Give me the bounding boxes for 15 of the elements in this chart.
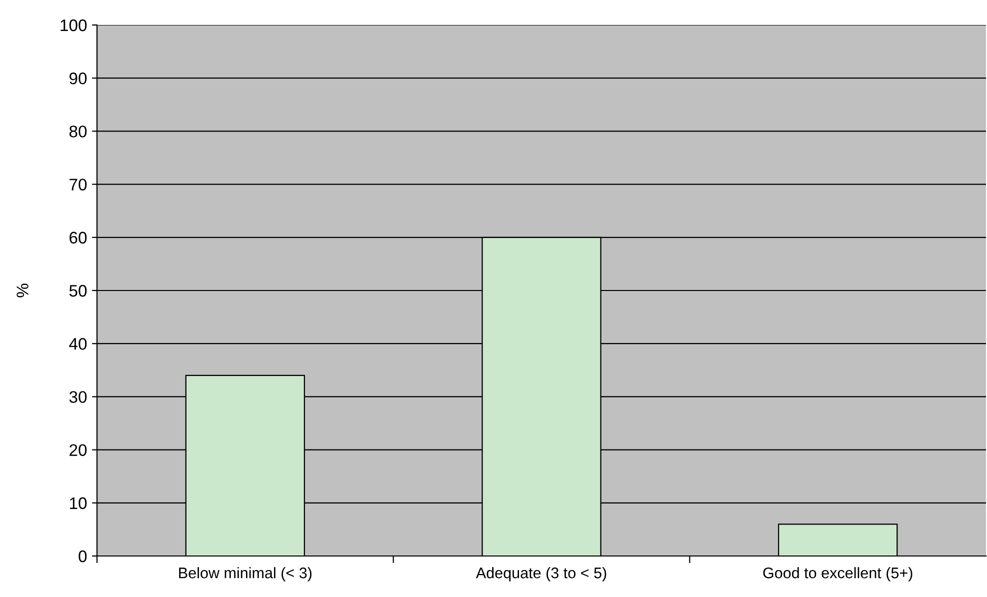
y-tick-label: 50 bbox=[69, 284, 87, 297]
y-tick-label: 0 bbox=[78, 550, 87, 562]
y-tick-label: 40 bbox=[69, 338, 87, 350]
y-tick-label: 30 bbox=[69, 391, 87, 403]
y-tick-label: 20 bbox=[70, 444, 87, 456]
x-tick-label: Adequate (3 to < 5) bbox=[476, 567, 606, 582]
y-tick-label: 70 bbox=[70, 178, 87, 191]
x-tick-label: Below minimal (< 3) bbox=[179, 567, 312, 582]
x-tick-label: Good to excellent (5+) bbox=[763, 567, 912, 582]
y-axis-title: % bbox=[16, 284, 28, 298]
y-tick-label: 10 bbox=[70, 497, 87, 510]
y-tick-label: 90 bbox=[70, 72, 87, 84]
y-tick-label: 60 bbox=[70, 232, 87, 244]
y-tick-label: 80 bbox=[69, 126, 87, 138]
y-tick-label: 100 bbox=[60, 19, 87, 32]
